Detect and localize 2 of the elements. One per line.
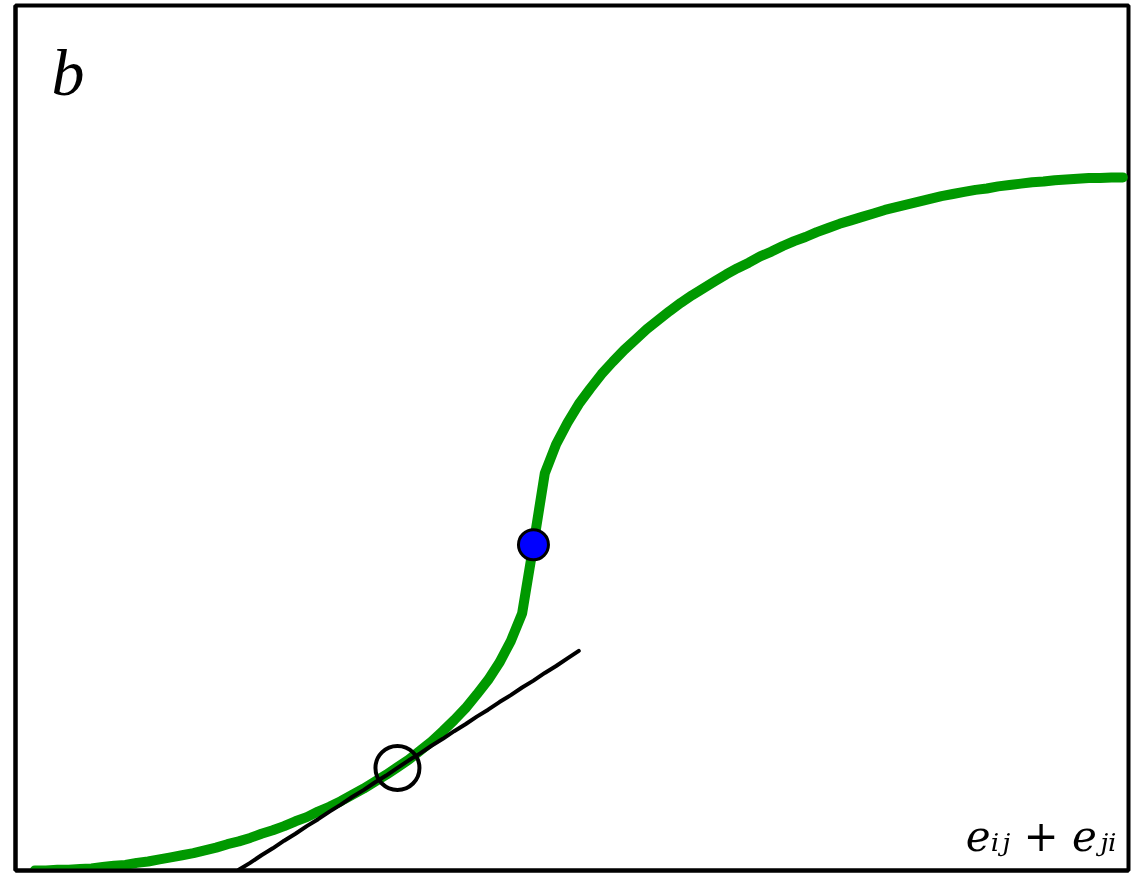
- chart-title: b: [51, 35, 85, 109]
- x-axis-title: eᵢⱼ + eⱼᵢ: [965, 811, 1117, 861]
